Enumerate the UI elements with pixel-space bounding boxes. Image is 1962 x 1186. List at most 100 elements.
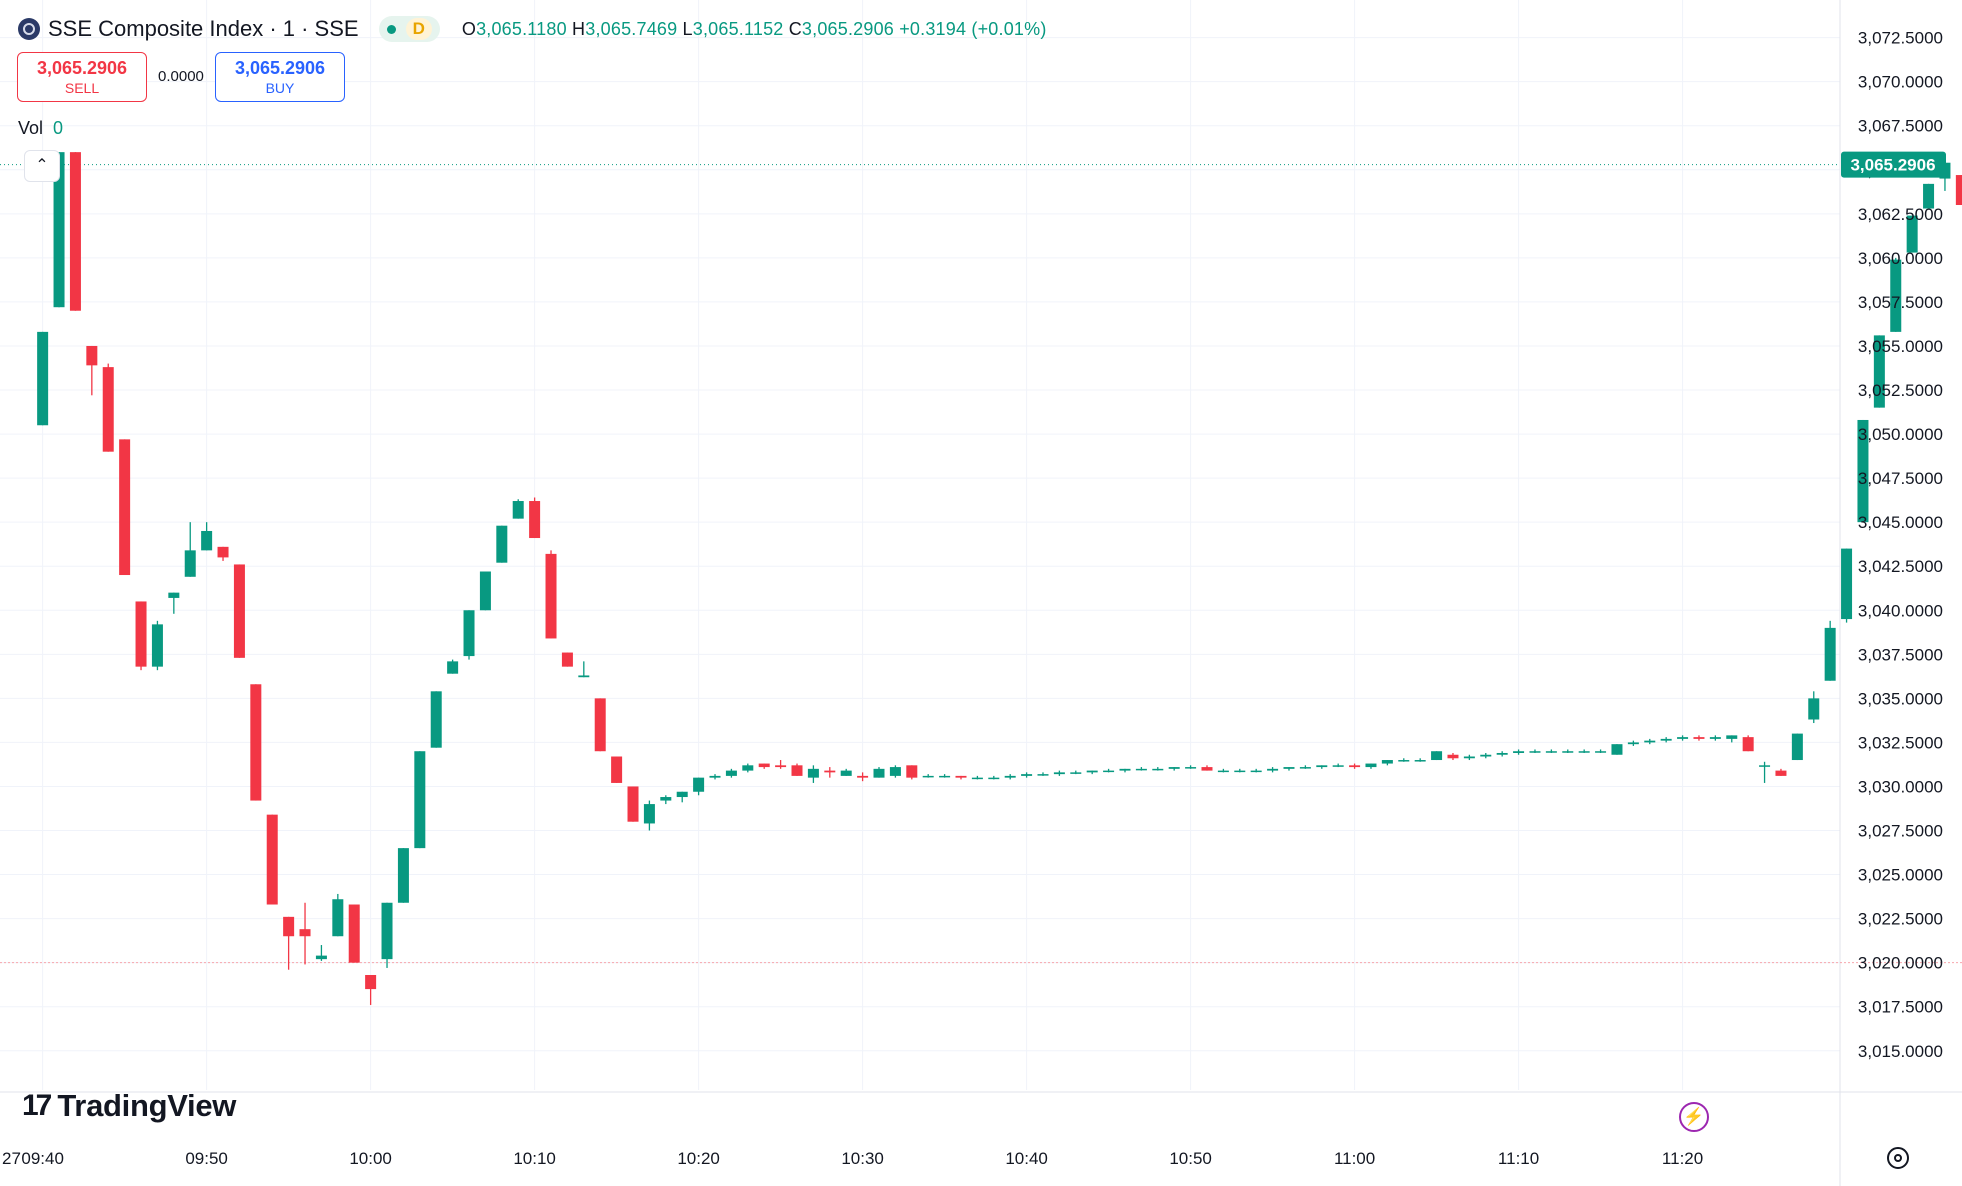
sell-price: 3,065.2906 bbox=[36, 58, 128, 78]
candle-body bbox=[1923, 183, 1935, 209]
buy-price: 3,065.2906 bbox=[234, 58, 326, 78]
tradingview-wordmark: TradingView bbox=[57, 1088, 237, 1123]
candle-body bbox=[1234, 770, 1246, 773]
y-tick-label: 3,060.0000 bbox=[1858, 249, 1943, 268]
candle-body bbox=[545, 553, 557, 639]
candle-body bbox=[135, 601, 147, 667]
candle-body bbox=[611, 756, 623, 783]
candle-body bbox=[1627, 742, 1639, 745]
candle-body bbox=[594, 698, 606, 752]
candle-body bbox=[1070, 772, 1082, 774]
buy-button[interactable]: 3,065.2906 BUY bbox=[215, 52, 345, 102]
candle-body bbox=[1250, 770, 1262, 773]
spread-value: 0.0000 bbox=[158, 68, 204, 85]
candle-body bbox=[742, 765, 754, 771]
y-tick-label: 3,057.5000 bbox=[1858, 293, 1943, 312]
candle-body bbox=[151, 624, 163, 667]
candle-body bbox=[1447, 754, 1459, 759]
y-tick-label: 3,030.0000 bbox=[1858, 777, 1943, 796]
candle-body bbox=[807, 768, 819, 778]
candle-body bbox=[348, 904, 360, 963]
settings-gear-icon[interactable] bbox=[1887, 1147, 1909, 1169]
candle-body bbox=[1742, 737, 1754, 752]
y-tick-label: 3,027.5000 bbox=[1858, 822, 1943, 841]
candle-body bbox=[1529, 751, 1541, 753]
candle-body bbox=[217, 546, 229, 558]
high-value: 3,065.7469 bbox=[585, 18, 678, 39]
symbol-title[interactable]: SSE Composite Index · 1 · SSE bbox=[48, 16, 359, 41]
candle-body bbox=[1332, 765, 1344, 767]
candle-body bbox=[414, 751, 426, 849]
market-status-badge[interactable]: D bbox=[378, 16, 440, 42]
x-tick-label: 10:10 bbox=[513, 1149, 556, 1168]
x-tick-label: 10:40 bbox=[1005, 1149, 1048, 1168]
candle-body bbox=[529, 501, 541, 539]
candle-body bbox=[1562, 751, 1574, 753]
x-tick-label: 09:40 bbox=[21, 1149, 64, 1168]
y-tick-label: 3,067.5000 bbox=[1858, 117, 1943, 136]
candle-body bbox=[1857, 419, 1869, 523]
candle-body bbox=[1201, 767, 1213, 771]
candle-body bbox=[1545, 751, 1557, 753]
open-value: 3,065.1180 bbox=[476, 18, 567, 39]
y-tick-label: 3,047.5000 bbox=[1858, 469, 1943, 488]
candle-body bbox=[1021, 774, 1033, 776]
candle-body bbox=[676, 791, 688, 798]
candle-body bbox=[1595, 751, 1607, 753]
candle-body bbox=[250, 684, 262, 801]
y-tick-label: 3,045.0000 bbox=[1858, 513, 1943, 532]
sell-button[interactable]: 3,065.2906 SELL bbox=[17, 52, 147, 102]
y-tick-label: 3,035.0000 bbox=[1858, 689, 1943, 708]
low-label: L bbox=[682, 18, 693, 39]
candle-body bbox=[643, 804, 655, 824]
collapse-legend-button[interactable]: ⌃ bbox=[24, 150, 60, 182]
candle-body bbox=[840, 770, 852, 776]
candle-body bbox=[955, 775, 967, 778]
candle-body bbox=[1775, 770, 1787, 776]
candle-body bbox=[1808, 698, 1820, 720]
x-tick-label: 11:10 bbox=[1498, 1149, 1539, 1168]
x-tick-label: 10:00 bbox=[349, 1149, 392, 1168]
candle-body bbox=[1135, 768, 1147, 771]
close-value: 3,065.2906 bbox=[801, 18, 895, 39]
lightning-icon[interactable]: ⚡ bbox=[1679, 1102, 1709, 1132]
candle-body bbox=[1644, 740, 1656, 743]
candle-body bbox=[365, 974, 377, 990]
candle-body bbox=[1267, 768, 1279, 771]
candle-body bbox=[1824, 627, 1836, 681]
candle-body bbox=[1103, 770, 1115, 773]
x-tick-label-day: 27 bbox=[2, 1149, 21, 1168]
candle-body bbox=[1759, 765, 1771, 767]
y-tick-label: 3,025.0000 bbox=[1858, 866, 1943, 885]
candle-body bbox=[102, 367, 114, 452]
candle-body bbox=[447, 661, 459, 674]
candle-body bbox=[1873, 335, 1885, 408]
candle-body bbox=[168, 592, 180, 598]
candle-body bbox=[1168, 767, 1180, 769]
volume-legend[interactable]: Vol 0 bbox=[18, 118, 63, 139]
candle-body bbox=[1791, 733, 1803, 761]
low-value: 3,065.1152 bbox=[692, 18, 784, 39]
y-tick-label: 3,037.5000 bbox=[1858, 645, 1943, 664]
y-tick-label: 3,050.0000 bbox=[1858, 425, 1943, 444]
sell-label: SELL bbox=[64, 80, 100, 96]
x-tick-label: 10:30 bbox=[841, 1149, 884, 1168]
candle-body bbox=[873, 768, 885, 778]
candle-body bbox=[1398, 760, 1410, 762]
candle-body bbox=[906, 765, 918, 778]
candle-body bbox=[233, 564, 245, 658]
candle-body bbox=[922, 775, 934, 778]
y-tick-label: 3,020.0000 bbox=[1858, 954, 1943, 973]
candle-body bbox=[1513, 751, 1525, 753]
candle-body bbox=[1414, 760, 1426, 762]
tradingview-logo[interactable]: 17 TradingView bbox=[22, 1088, 236, 1124]
close-label: C bbox=[788, 18, 802, 39]
y-tick-label: 3,042.5000 bbox=[1858, 557, 1943, 576]
volume-label: Vol bbox=[18, 118, 44, 138]
candle-body bbox=[775, 765, 787, 768]
y-tick-label: 3,062.5000 bbox=[1858, 205, 1943, 224]
candle-body bbox=[709, 775, 721, 778]
candle-body bbox=[1316, 765, 1328, 768]
y-tick-label: 3,032.5000 bbox=[1858, 733, 1943, 752]
